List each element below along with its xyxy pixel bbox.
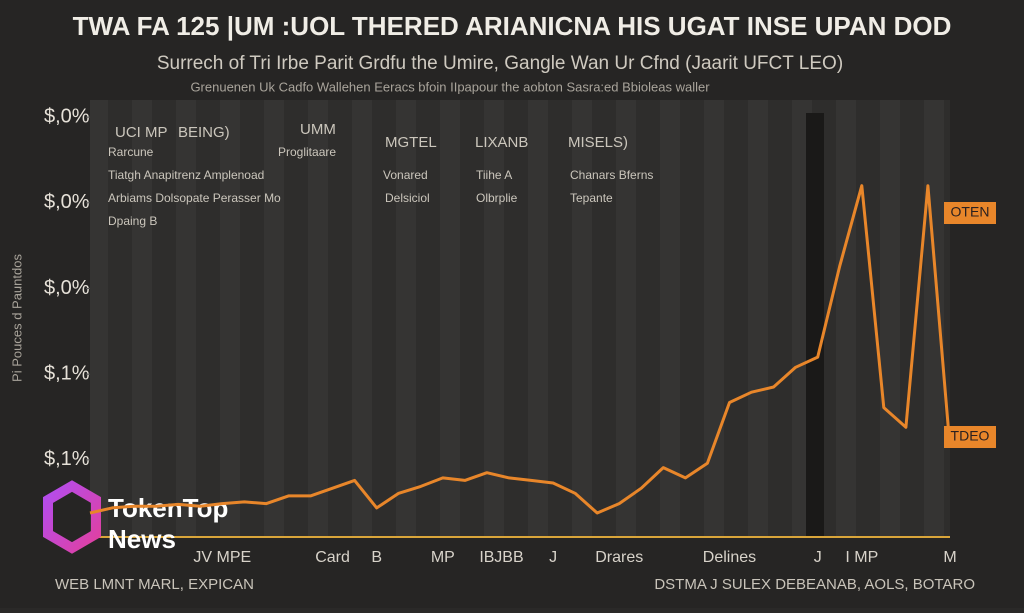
y-tick-label: $,1%: [44, 362, 90, 384]
note: Tiatgh Anapitrenz Amplenoad: [108, 168, 264, 182]
note: Rarcune: [108, 145, 154, 159]
y-tick-label: $,0%: [44, 277, 90, 299]
footer: DSTMA J SULEX DEBEANAB, AOLS, BOTARO: [654, 576, 975, 593]
annotation-box: [944, 426, 996, 448]
note: Vonared: [383, 168, 428, 182]
x-tick-label: I MP: [845, 549, 878, 566]
logo-text: News: [108, 524, 176, 554]
note: UCI MP: [115, 124, 168, 141]
chart-title: TWA FA 125 |UM :UOL THERED ARIANICNA HIS…: [73, 11, 952, 41]
note: UMM: [300, 121, 336, 138]
subtitle: Grenuenen Uk Cadfo Wallehen Eeracs bfoin…: [190, 79, 710, 94]
subtitle: Surrech of Tri Irbe Parit Grdfu the Umir…: [157, 53, 843, 74]
x-tick-label: IB: [479, 549, 494, 566]
x-tick-label: Card: [315, 549, 350, 566]
y-tick-label: $,0%: [44, 191, 90, 213]
note: MISELS): [568, 134, 628, 151]
annotation-box: [944, 202, 996, 224]
note: Olbrplie: [476, 191, 518, 205]
note: Tiihe A: [476, 168, 512, 182]
x-tick-label: MP: [431, 549, 455, 566]
x-tick-label: Drares: [595, 549, 643, 566]
y-axis-label: Pi Pouces d Pauntdos: [9, 254, 24, 382]
x-tick-label: JBB: [494, 549, 523, 566]
x-tick-label: Delines: [703, 549, 756, 566]
footer: WEB LMNT MARL, EXPICAN: [55, 576, 254, 593]
annotation: OTEN: [951, 204, 990, 220]
note: BEING): [178, 124, 230, 141]
x-tick-label: M: [943, 549, 956, 566]
note: Arbiams Dolsopate Perasser Mo: [108, 191, 281, 205]
x-tick-label: B: [371, 549, 382, 566]
annotation: TDEO: [951, 428, 990, 444]
note: Chanars Bferns: [570, 168, 653, 182]
note: LIXANB: [475, 134, 528, 151]
y-tick-label: $,0%: [44, 105, 90, 127]
dark-band: [806, 113, 824, 537]
x-tick-label: J: [549, 549, 557, 566]
note: MGTEL: [385, 134, 437, 151]
note: Proglitaare: [278, 145, 336, 159]
x-tick-label: JV MPE: [193, 549, 251, 566]
y-tick-label: $,1%: [44, 448, 90, 470]
note: Dpaing B: [108, 214, 157, 228]
data-line: [89, 184, 952, 515]
note: Delsiciol: [385, 191, 430, 205]
x-tick-label: J: [814, 549, 822, 566]
note: Tepante: [570, 191, 613, 205]
